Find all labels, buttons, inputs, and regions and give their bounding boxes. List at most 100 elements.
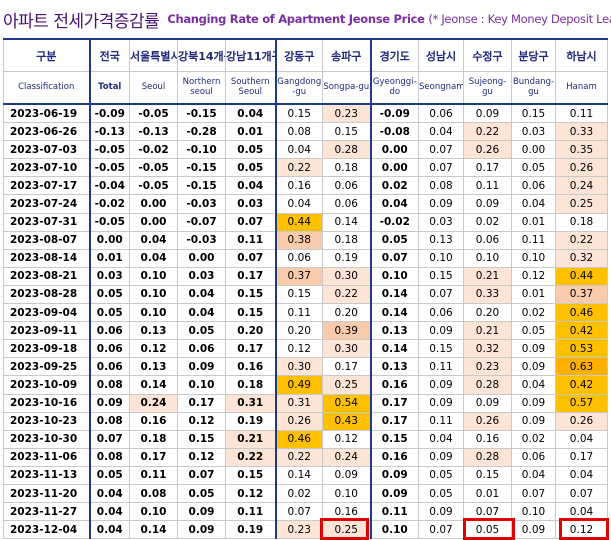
rate-cell: 0.09	[511, 520, 556, 540]
row-date: 2023-11-06	[3, 447, 91, 467]
column-header-english: Gangdong -gu	[275, 71, 323, 105]
row-date: 2023-08-07	[3, 230, 91, 250]
rate-cell: 0.07	[177, 465, 226, 485]
rate-cell: 0.11	[370, 502, 419, 522]
rate-cell: 0.39	[322, 321, 372, 341]
rate-cell: 0.13	[370, 357, 419, 377]
table-row: 2023-06-19 -0.09 -0.05 -0.15 0.04 0.15 0.23 -0.…	[3, 103, 608, 124]
rate-cell: 0.17	[322, 357, 372, 377]
rate-cell: 0.04	[511, 465, 556, 485]
rate-cell: -0.05	[89, 140, 130, 160]
row-date: 2023-08-21	[3, 266, 91, 286]
rate-cell: 0.57	[555, 393, 608, 413]
rate-cell: 0.10	[418, 248, 464, 268]
rate-cell: -0.05	[89, 158, 130, 178]
table-row: 2023-10-16 0.09 0.24 0.17 0.31 0.31 0.54 0.17 0.…	[3, 393, 608, 413]
row-date: 2023-06-19	[3, 103, 91, 124]
rate-cell: 0.01	[511, 284, 556, 305]
rate-cell: 0.06	[322, 176, 372, 196]
rate-cell: 0.10	[322, 483, 372, 504]
row-date: 2023-10-16	[3, 393, 91, 413]
rate-cell: -0.05	[129, 103, 178, 124]
jeonse-rate-table: 구분전국서울특별시강북14개구강남11개구강동구송파구경기도성남시수정구분당구하…	[3, 38, 608, 540]
rate-cell: 0.06	[511, 176, 556, 196]
rate-cell: 0.12	[225, 483, 277, 504]
rate-cell: 0.11	[418, 357, 464, 377]
rate-cell: 0.24	[322, 447, 372, 467]
rate-cell: 0.03	[89, 266, 130, 286]
rate-cell: 0.00	[89, 230, 130, 250]
table-row: 2023-07-17 -0.04 -0.05 -0.15 0.04 0.16 0.06 0.0…	[3, 176, 608, 196]
rate-cell: 0.09	[418, 321, 464, 341]
rate-cell: 0.09	[177, 357, 226, 377]
rate-cell: 0.01	[511, 212, 556, 232]
rate-cell: 0.54	[322, 393, 372, 413]
rate-cell: 0.10	[129, 502, 178, 522]
rate-cell: 0.26	[555, 411, 608, 431]
rate-cell: 0.07	[225, 248, 277, 268]
row-date: 2023-08-28	[3, 284, 91, 305]
row-date: 2023-10-30	[3, 429, 91, 449]
rate-cell: 0.07	[418, 520, 464, 540]
rate-cell: 0.09	[177, 520, 226, 540]
rate-cell: 0.17	[370, 393, 419, 413]
table-body: 2023-06-19 -0.09 -0.05 -0.15 0.04 0.15 0.23 -0.…	[3, 103, 608, 540]
rate-cell: 0.12	[275, 339, 323, 359]
rate-cell: 0.07	[555, 483, 608, 504]
table-row: 2023-09-18 0.06 0.12 0.06 0.17 0.12 0.30 0.14 0.…	[3, 339, 608, 359]
rate-cell: 0.14	[322, 212, 372, 232]
row-date: 2023-10-23	[3, 411, 91, 431]
rate-cell: 0.11	[555, 103, 608, 124]
rate-cell: 0.16	[275, 176, 323, 196]
title-korean: 아파트 전세가격증감률	[3, 11, 160, 32]
rate-cell: 0.17	[225, 339, 277, 359]
rate-cell: 0.15	[275, 103, 323, 124]
column-header-english: Northern seoul	[177, 71, 226, 105]
rate-cell: 0.20	[463, 303, 512, 323]
title-note: (* Jeonse : Key Money Deposit Lease	[428, 12, 611, 26]
rate-cell: 0.31	[225, 393, 277, 413]
rate-cell: 0.31	[275, 393, 323, 413]
rate-cell: 0.05	[225, 158, 277, 178]
rate-cell: 0.05	[89, 303, 130, 323]
header-row-english: Classification Total Seoul Northern seoul So…	[3, 71, 608, 105]
highlight-box-hanam-latest	[559, 518, 609, 540]
column-header-english: Classification	[3, 71, 91, 105]
rate-cell: 0.06	[418, 303, 464, 323]
table-row: 2023-09-11 0.06 0.13 0.05 0.20 0.20 0.39 0.13 0.…	[3, 321, 608, 341]
rate-cell: -0.02	[129, 140, 178, 160]
rate-cell: 0.15	[177, 429, 226, 449]
rate-cell: 0.44	[555, 266, 608, 286]
rate-cell: 0.26	[463, 140, 512, 160]
rate-cell: 0.22	[225, 447, 277, 467]
title-bar: 아파트 전세가격증감률 Changing Rate of Apartment J…	[0, 0, 611, 38]
table-row: 2023-11-13 0.05 0.11 0.07 0.15 0.14 0.09 0.09 0.…	[3, 465, 608, 485]
rate-cell: 0.10	[129, 266, 178, 286]
rate-cell: 0.04	[555, 429, 608, 449]
rate-cell: -0.13	[89, 122, 130, 142]
rate-cell: 0.11	[511, 230, 556, 250]
rate-cell: 0.09	[177, 502, 226, 522]
rate-cell: 0.09	[89, 393, 130, 413]
column-header-english: Gyeonggi-do	[370, 71, 419, 105]
rate-cell: 0.04	[129, 248, 178, 268]
rate-cell: 0.13	[129, 321, 178, 341]
rate-cell: 0.42	[555, 321, 608, 341]
rate-cell: 0.35	[555, 140, 608, 160]
rate-cell: 0.01	[89, 248, 130, 268]
rate-cell: 0.37	[555, 284, 608, 305]
title-english-text: Changing Rate of Apartment Jeonse Price	[167, 12, 425, 26]
rate-cell: -0.15	[177, 103, 226, 124]
rate-cell: 0.24	[555, 176, 608, 196]
rate-cell: 0.07	[370, 248, 419, 268]
rate-cell: 0.32	[463, 339, 512, 359]
rate-cell: 0.02	[511, 303, 556, 323]
rate-cell: 0.15	[463, 465, 512, 485]
rate-cell: -0.02	[89, 194, 130, 214]
rate-cell: 0.18	[322, 230, 372, 250]
table-row: 2023-08-28 0.05 0.10 0.04 0.15 0.15 0.22 0.14 0.…	[3, 284, 608, 305]
rate-cell: 0.08	[89, 411, 130, 431]
rate-cell: 0.07	[275, 502, 323, 522]
rate-cell: 0.46	[555, 303, 608, 323]
rate-cell: 0.09	[418, 502, 464, 522]
